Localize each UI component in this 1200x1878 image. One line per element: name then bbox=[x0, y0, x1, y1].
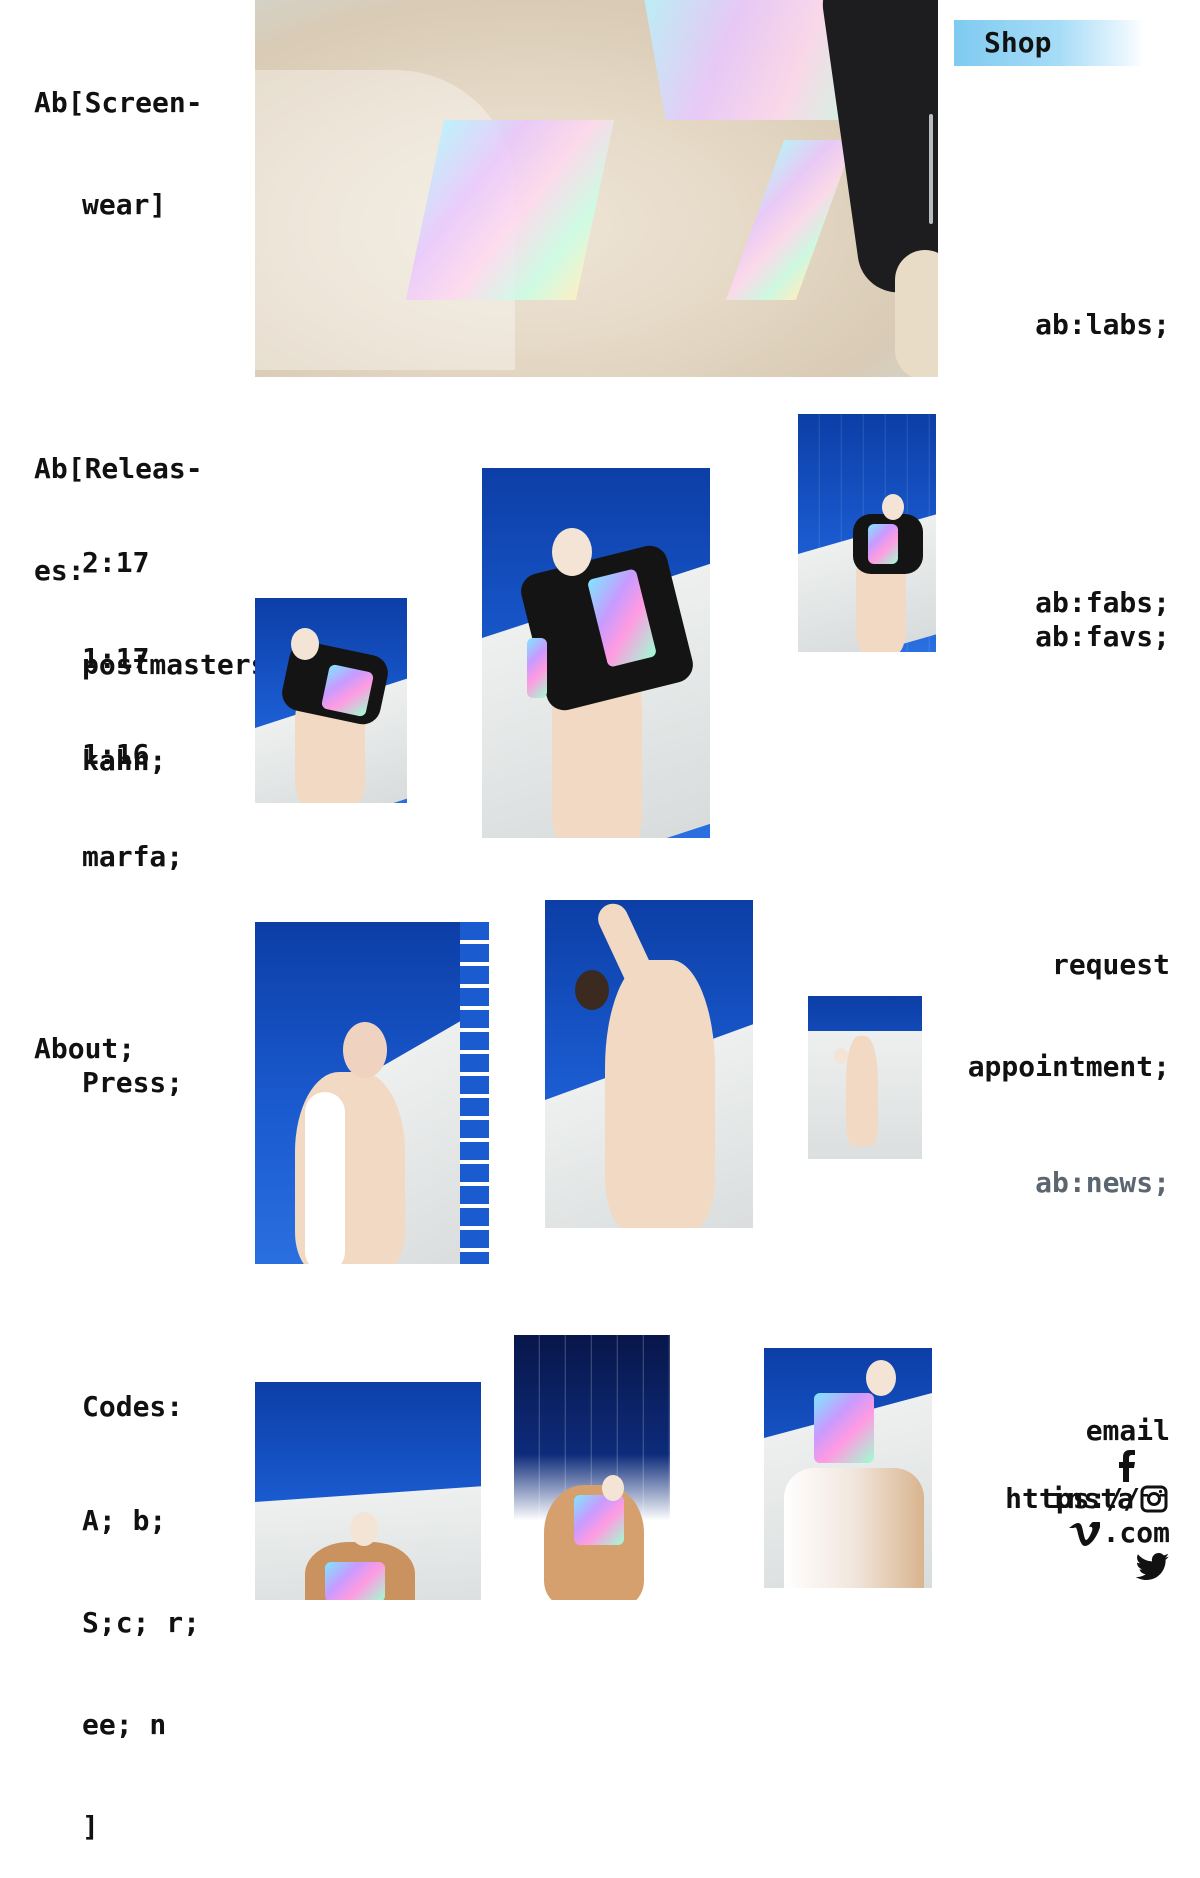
photo-holo-panel bbox=[814, 1393, 874, 1463]
releases-heading: Ab[Releas- es: bbox=[34, 384, 203, 622]
gallery-photo-1[interactable] bbox=[255, 598, 407, 803]
vimeo-icon[interactable] bbox=[1068, 1522, 1100, 1548]
facebook-link[interactable]: https:// bbox=[960, 1448, 1140, 1516]
twitter-icon[interactable] bbox=[1136, 1553, 1170, 1581]
gallery-photo-9[interactable] bbox=[764, 1348, 932, 1588]
photo-sleeve bbox=[305, 1092, 345, 1264]
gallery-photo-3[interactable] bbox=[798, 414, 936, 652]
hero-holo-panel-right bbox=[725, 140, 855, 300]
nav-labs-link[interactable]: ab:labs; bbox=[1035, 308, 1170, 341]
nav-news-link[interactable]: ab:news; bbox=[1035, 1166, 1170, 1199]
instagram-icon[interactable] bbox=[1140, 1485, 1168, 1513]
gallery-photo-5[interactable] bbox=[545, 900, 753, 1228]
codes-heading: Codes: bbox=[82, 1390, 184, 1423]
brand-line-1: Ab[Screen- bbox=[34, 86, 203, 119]
release-name: postmasters; bbox=[82, 648, 285, 681]
photo-holo-panel bbox=[320, 663, 375, 718]
release-item-postmasters[interactable]: 2:17 postmasters; bbox=[82, 478, 284, 716]
codes-line: ee; n bbox=[82, 1708, 167, 1741]
press-link[interactable]: Press; bbox=[82, 1066, 184, 1099]
release-item-kahn[interactable]: 1:17 kahn; bbox=[82, 574, 166, 812]
hero-scrollbar[interactable] bbox=[929, 114, 933, 224]
photo-head bbox=[350, 1512, 378, 1546]
photo-holo-panel bbox=[527, 638, 547, 698]
photo-figure bbox=[605, 960, 715, 1228]
release-number: 1:17 bbox=[82, 642, 150, 675]
release-name: marfa; bbox=[82, 840, 184, 873]
photo-figure bbox=[846, 1036, 878, 1146]
codes-list: A; b; S;c; r; ee; n ] bbox=[82, 1436, 200, 1878]
request-line-2: appointment; bbox=[967, 1050, 1170, 1083]
photo-head bbox=[882, 494, 904, 520]
request-line-1: request bbox=[1051, 948, 1170, 981]
codes-line: S;c; r; bbox=[82, 1606, 201, 1639]
insta-link[interactable]: insta bbox=[1049, 1482, 1134, 1515]
photo-holo-panel bbox=[574, 1495, 624, 1545]
gallery-photo-2[interactable] bbox=[482, 468, 710, 838]
brand-line-2: wear] bbox=[82, 188, 167, 221]
photo-head bbox=[602, 1475, 624, 1501]
nav-fabs-link[interactable]: ab:fabs; bbox=[1035, 586, 1170, 619]
hero-arm bbox=[895, 250, 938, 377]
releases-heading-line-2: es: bbox=[34, 554, 85, 587]
hero-image[interactable] bbox=[255, 0, 938, 377]
photo-glitch-edge bbox=[460, 922, 489, 1264]
release-number: 2:17 bbox=[82, 546, 150, 579]
nav-favs-link[interactable]: ab:favs; bbox=[1035, 620, 1170, 653]
gallery-photo-4[interactable] bbox=[255, 922, 489, 1264]
gallery-photo-8[interactable] bbox=[514, 1335, 670, 1600]
photo-head bbox=[343, 1022, 387, 1078]
email-link[interactable]: email bbox=[1085, 1414, 1170, 1447]
release-item-marfa[interactable]: 1:16 marfa; bbox=[82, 670, 183, 908]
release-number: 1:16 bbox=[82, 738, 150, 771]
gallery-photo-6[interactable] bbox=[808, 996, 922, 1159]
shop-button[interactable]: Shop bbox=[954, 20, 1144, 66]
gallery-photo-7[interactable] bbox=[255, 1382, 481, 1600]
photo-skirt bbox=[784, 1468, 924, 1588]
photo-holo-panel bbox=[868, 524, 898, 564]
shop-button-label: Shop bbox=[984, 26, 1052, 59]
release-name: kahn; bbox=[82, 744, 167, 777]
brand-logo[interactable]: Ab[Screen- wear] bbox=[34, 18, 203, 256]
about-link[interactable]: About; bbox=[34, 1032, 136, 1065]
photo-head bbox=[291, 628, 319, 660]
photo-holo-panel bbox=[325, 1562, 385, 1600]
facebook-icon[interactable] bbox=[1116, 1450, 1136, 1482]
photo-head bbox=[552, 528, 592, 576]
request-appointment-link[interactable]: request appointment; bbox=[900, 880, 1170, 1118]
photo-head bbox=[866, 1360, 896, 1396]
photo-head bbox=[575, 970, 609, 1010]
vimeo-link[interactable]: .com bbox=[1102, 1516, 1170, 1549]
releases-heading-line-1: Ab[Releas- bbox=[34, 452, 203, 485]
photo-head bbox=[834, 1048, 848, 1064]
codes-line: A; b; bbox=[82, 1504, 167, 1537]
codes-line: ] bbox=[82, 1810, 99, 1843]
facebook-prefix: https:// bbox=[1005, 1482, 1140, 1515]
